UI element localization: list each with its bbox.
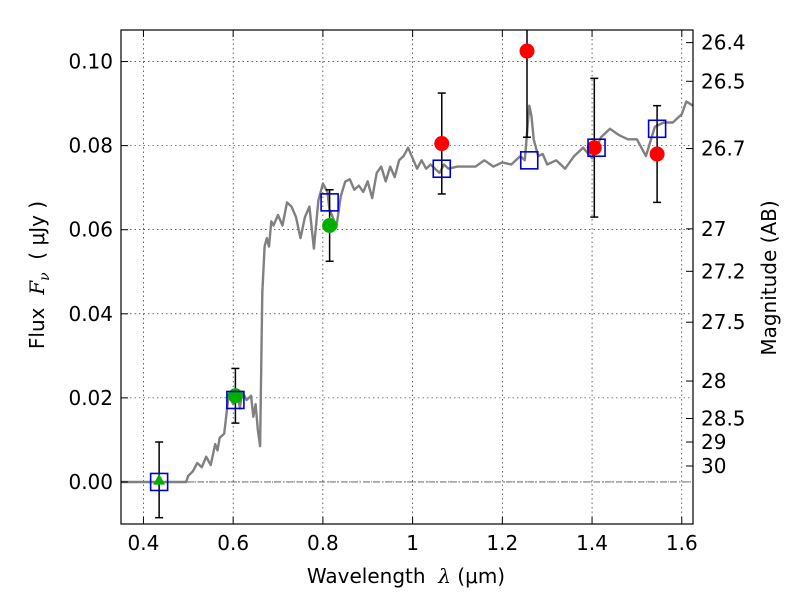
y-tick-label: 0.00 xyxy=(68,470,113,494)
x-axis-ticks: 0.4 0.6 0.8 1 1.2 1.4 1.6 xyxy=(128,30,698,555)
y-axis-label-prefix: Flux xyxy=(25,295,49,349)
model-point xyxy=(647,119,667,139)
x-tick-label: 0.8 xyxy=(307,531,339,555)
y2-tick-label: 27 xyxy=(701,217,726,241)
observed-point-triangle xyxy=(153,473,166,485)
x-tick-label: 1.6 xyxy=(666,531,698,555)
x-axis-label-var: λ xyxy=(437,564,451,588)
x-tick-label: 1 xyxy=(406,531,419,555)
observed-point xyxy=(227,388,243,404)
model-points xyxy=(149,119,667,492)
y-tick-label: 0.10 xyxy=(68,50,113,74)
observed-point xyxy=(322,217,338,233)
y2-tick-label: 28.5 xyxy=(701,406,746,430)
observed-point xyxy=(519,43,535,59)
observed-point xyxy=(586,140,602,156)
x-axis-label-unit: (μm) xyxy=(451,564,505,588)
y-axis-label-unit: ( μJy ) xyxy=(25,201,49,273)
y-tick-label: 0.04 xyxy=(68,302,113,326)
y-axis-label-sub: ν xyxy=(37,272,53,281)
observed-point xyxy=(649,146,665,162)
y-tick-label: 0.02 xyxy=(68,386,113,410)
y2-tick-label: 26.7 xyxy=(701,137,746,161)
y-tick-label: 0.06 xyxy=(68,218,113,242)
observed-points xyxy=(153,43,665,485)
x-tick-label: 1.2 xyxy=(486,531,518,555)
y-axis-label-var: F xyxy=(25,280,49,296)
y2-tick-label: 28 xyxy=(701,369,726,393)
y-axis-label: Flux Fν ( μJy ) xyxy=(25,201,53,349)
model-point xyxy=(519,151,539,170)
observed-point xyxy=(434,136,450,152)
y-axis-ticks: 0.00 0.02 0.04 0.06 0.08 0.10 xyxy=(68,50,128,494)
x-tick-label: 0.6 xyxy=(217,531,249,555)
y-tick-label: 0.08 xyxy=(68,134,113,158)
x-tick-label: 0.4 xyxy=(128,531,160,555)
model-point xyxy=(226,390,245,410)
y2-tick-label: 29 xyxy=(701,430,726,454)
y2-tick-label: 26.4 xyxy=(701,31,746,55)
y2-tick-label: 26.5 xyxy=(701,69,746,93)
x-axis-label-prefix: Wavelength xyxy=(307,564,438,588)
y2-axis-label: Magnitude (AB) xyxy=(757,200,781,355)
x-tick-label: 1.4 xyxy=(576,531,608,555)
plot-frame xyxy=(120,29,694,525)
model-point xyxy=(587,138,606,158)
y2-tick-label: 30 xyxy=(701,454,726,478)
x-axis-label: Wavelength λ (μm) xyxy=(307,564,505,588)
model-point xyxy=(149,472,169,492)
model-point xyxy=(320,193,339,212)
model-point xyxy=(432,159,452,179)
y2-tick-label: 27.5 xyxy=(701,310,746,334)
y2-tick-label: 27.2 xyxy=(701,259,746,283)
